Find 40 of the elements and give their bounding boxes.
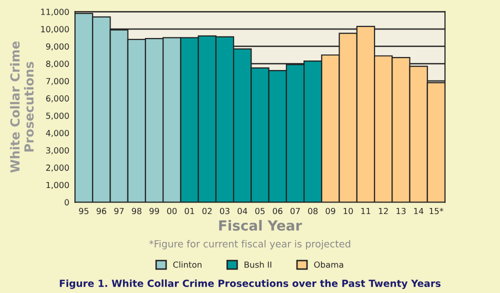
x-tick-label: 11 <box>361 208 370 214</box>
x-tick-label: 07 <box>290 208 300 214</box>
y-tick-label: 1,000 <box>46 182 69 189</box>
legend-label: Bush II <box>244 261 272 268</box>
y-tick-label: 9,000 <box>46 43 69 50</box>
text: Figure 1. White Collar Crime Prosecutions over the Past Twenty Years <box>60 279 441 289</box>
legend-label: Obama <box>314 261 344 268</box>
x-tick-label: 97 <box>114 208 124 214</box>
x-tick-label: 02 <box>202 208 212 214</box>
text: *Figure for current fiscal year is projected <box>149 240 350 250</box>
x-tick-label: 14 <box>414 208 424 214</box>
x-tick-label: 03 <box>220 208 230 214</box>
x-axis-title: Fiscal Year <box>219 220 302 231</box>
y-tick-label: 3,000 <box>46 147 69 154</box>
y-tick-label: 4,000 <box>46 130 69 138</box>
x-tick-label: 99 <box>150 208 159 214</box>
x-tick-label: 09 <box>326 208 336 214</box>
y-tick-label: 6,000 <box>46 95 69 102</box>
x-tick-label: 05 <box>255 208 265 214</box>
y-tick-label: 5,000 <box>46 112 69 120</box>
x-tick-label: 15* <box>430 208 444 214</box>
y-tick-label: 10,000 <box>41 26 69 34</box>
x-tick-label: 12 <box>378 208 388 214</box>
x-tick-label: 95 <box>79 208 88 214</box>
y-axis-title: White Collar Crime Prosecutions <box>10 41 34 173</box>
y-tick-label: 11,000 <box>41 8 69 16</box>
x-tick-label: 10 <box>344 208 353 214</box>
y-tick-label: 2,000 <box>46 164 69 172</box>
x-tick-label: 00 <box>167 208 177 214</box>
y-tick-label: 0 <box>64 199 69 206</box>
x-tick-label: 98 <box>132 208 142 214</box>
x-tick-label: 04 <box>238 208 248 214</box>
x-tick-label: 06 <box>272 208 282 214</box>
x-tick-label: 01 <box>184 208 194 214</box>
y-tick-label: 8,000 <box>46 60 69 68</box>
legend-label: Clinton <box>173 261 202 268</box>
x-tick-label: 96 <box>96 208 106 214</box>
x-tick-label: 08 <box>308 208 318 214</box>
y-tick-label: 7,000 <box>46 78 69 86</box>
x-tick-label: 13 <box>396 208 406 214</box>
